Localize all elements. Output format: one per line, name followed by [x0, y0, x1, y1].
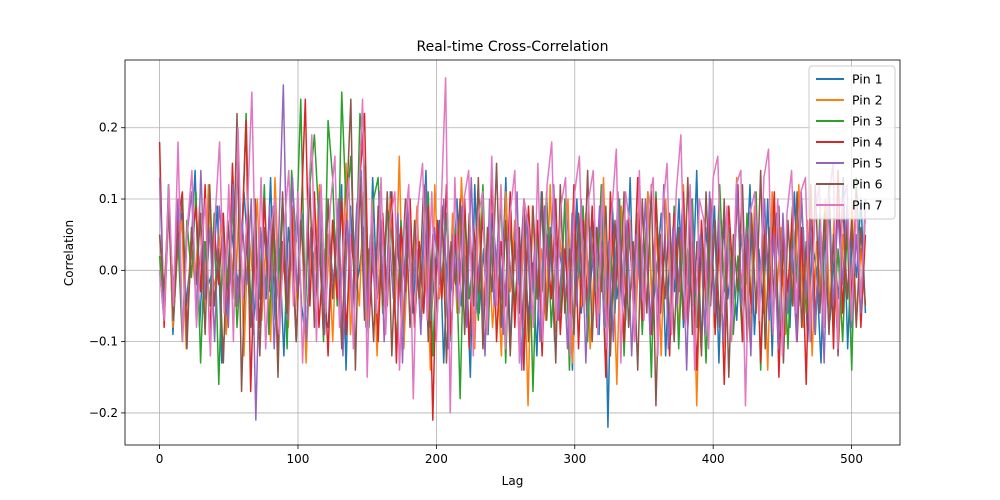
series-line-pin-7 [158, 77, 867, 414]
y-tick-label: 0.1 [99, 192, 118, 206]
x-tick-label: 400 [702, 452, 725, 466]
chart-title: Real-time Cross-Correlation [417, 39, 609, 55]
y-axis-label: Correlation [62, 220, 76, 286]
x-tick-label: 500 [840, 452, 863, 466]
legend-label-pin-1: Pin 1 [852, 72, 883, 87]
legend-label-pin-2: Pin 2 [852, 93, 883, 108]
x-axis-label: Lag [502, 474, 524, 488]
x-tick-label: 0 [156, 452, 164, 466]
y-tick-label: −0.1 [89, 335, 118, 349]
x-tick-label: 200 [425, 452, 448, 466]
plot-frame [124, 59, 901, 446]
legend-label-pin-3: Pin 3 [852, 114, 883, 129]
y-tick-label: −0.2 [89, 406, 118, 420]
x-tick-label: 300 [563, 452, 586, 466]
y-tick-label: 0.2 [99, 121, 118, 135]
legend-box [808, 65, 896, 220]
legend-label-pin-6: Pin 6 [852, 177, 883, 192]
series-lines [158, 77, 867, 428]
legend-label-pin-4: Pin 4 [852, 135, 883, 150]
legend-label-pin-5: Pin 5 [852, 156, 883, 171]
legend: Pin 1 Pin 2 Pin 3 Pin 4 Pin 5 Pin 6 Pin 7 [808, 65, 896, 220]
y-tick-label: 0.0 [99, 263, 118, 277]
x-tick-label: 100 [287, 452, 310, 466]
legend-label-pin-7: Pin 7 [852, 198, 883, 213]
axis-ticks: 0 100 200 300 400 500 −0.2 −0.1 0.0 0.1 0.2 [89, 121, 863, 466]
